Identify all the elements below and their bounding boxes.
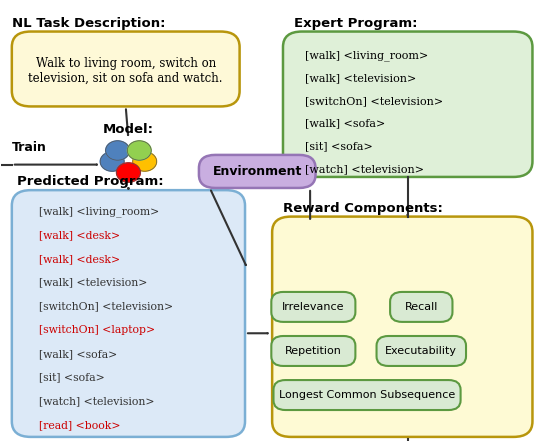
Text: [watch] <television>: [watch] <television> (305, 164, 424, 174)
FancyBboxPatch shape (272, 217, 533, 437)
Text: Train: Train (12, 141, 47, 153)
Text: [walk] <television>: [walk] <television> (305, 73, 416, 84)
FancyBboxPatch shape (283, 31, 533, 177)
Text: [sit] <sofa>: [sit] <sofa> (305, 141, 373, 151)
Circle shape (106, 141, 129, 160)
Text: [walk] <television>: [walk] <television> (39, 278, 147, 288)
Text: Environment: Environment (213, 165, 302, 178)
Text: [read] <book>: [read] <book> (39, 420, 120, 430)
Text: Expert Program:: Expert Program: (294, 17, 417, 30)
Text: [walk] <desk>: [walk] <desk> (39, 254, 120, 264)
Text: Irrelevance: Irrelevance (282, 302, 344, 312)
Circle shape (100, 152, 124, 171)
Text: Recall: Recall (405, 302, 438, 312)
Text: [switchOn] <television>: [switchOn] <television> (305, 96, 443, 106)
Text: Predicted Program:: Predicted Program: (17, 175, 164, 188)
FancyBboxPatch shape (199, 155, 316, 188)
Text: [walk] <sofa>: [walk] <sofa> (305, 118, 385, 129)
Text: Model:: Model: (103, 123, 154, 136)
FancyBboxPatch shape (12, 190, 245, 437)
Text: [walk] <desk>: [walk] <desk> (39, 230, 120, 240)
Text: Longest Common Subsequence: Longest Common Subsequence (279, 390, 455, 400)
FancyBboxPatch shape (12, 31, 239, 107)
Text: NL Task Description:: NL Task Description: (12, 17, 165, 30)
Text: [switchOn] <laptop>: [switchOn] <laptop> (39, 325, 155, 335)
Text: [walk] <sofa>: [walk] <sofa> (39, 349, 117, 359)
FancyBboxPatch shape (274, 380, 461, 410)
FancyBboxPatch shape (271, 336, 355, 366)
FancyBboxPatch shape (271, 292, 355, 322)
FancyBboxPatch shape (390, 292, 453, 322)
Text: Reward Components:: Reward Components: (283, 202, 443, 215)
Circle shape (127, 141, 151, 160)
Text: Executability: Executability (385, 346, 458, 356)
Text: [switchOn] <television>: [switchOn] <television> (39, 301, 173, 311)
Circle shape (133, 152, 157, 171)
Text: Repetition: Repetition (285, 346, 342, 356)
Circle shape (116, 163, 140, 182)
Text: [walk] <living_room>: [walk] <living_room> (305, 50, 428, 61)
FancyBboxPatch shape (376, 336, 466, 366)
Text: [sit] <sofa>: [sit] <sofa> (39, 373, 104, 382)
Text: Walk to living room, switch on
television, sit on sofa and watch.: Walk to living room, switch on televisio… (28, 57, 223, 85)
Text: [walk] <living_room>: [walk] <living_room> (39, 206, 159, 217)
Text: [watch] <television>: [watch] <television> (39, 396, 154, 406)
